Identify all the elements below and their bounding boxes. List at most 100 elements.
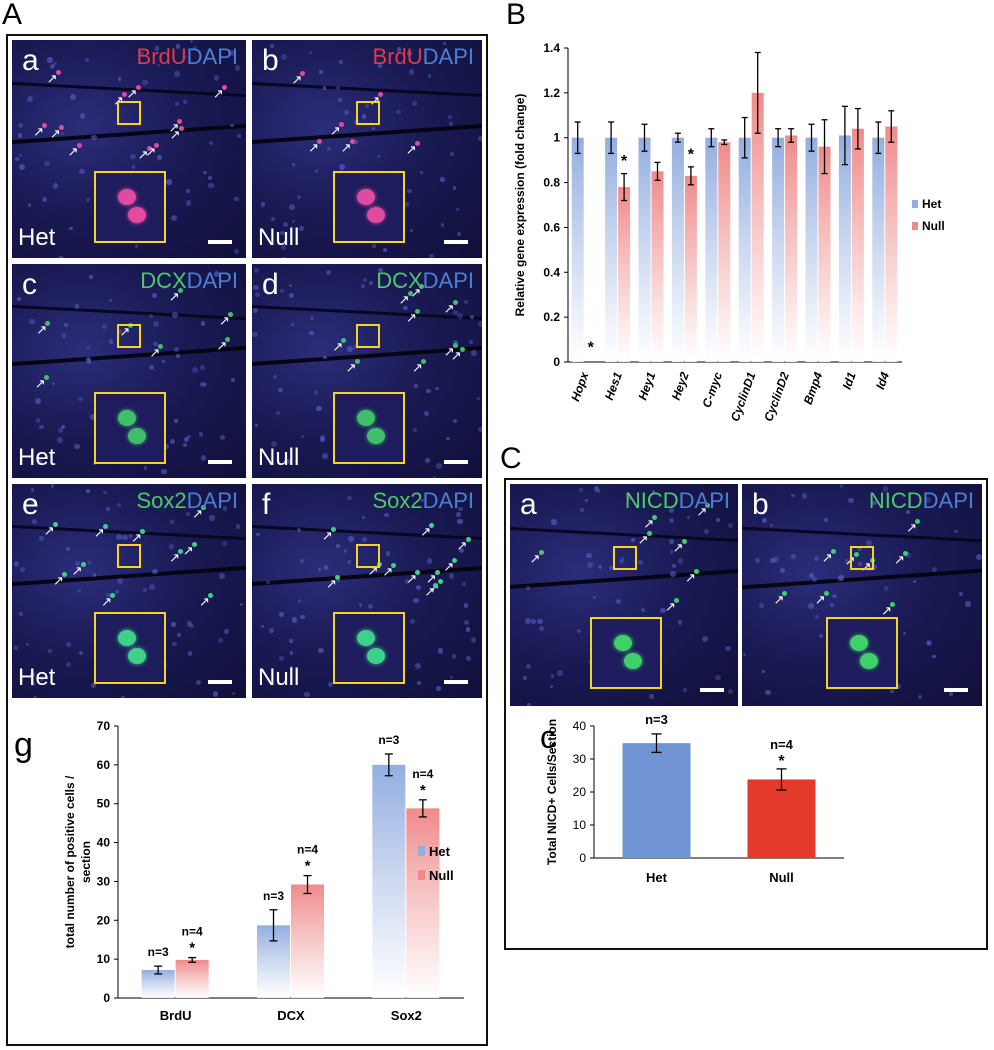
nucleus xyxy=(348,536,354,542)
micrograph-A-e: ↗ ↗ ↗ ↗ ↗ ↗ ↗ ↗ ↗ ↗ e Sox2DAPI Het xyxy=(12,484,246,698)
nucleus xyxy=(457,313,464,319)
nucleus xyxy=(289,284,293,288)
positive-cell xyxy=(452,299,458,305)
nucleus xyxy=(60,131,65,136)
positive-cell xyxy=(201,504,207,510)
stain-label: BrdUDAPI xyxy=(373,44,474,70)
nucleus xyxy=(117,503,122,507)
bar-het xyxy=(638,137,651,362)
nucleus xyxy=(314,390,319,395)
nucleus xyxy=(440,223,444,227)
micrograph-letter: c xyxy=(22,268,37,301)
scale-bar xyxy=(208,240,232,244)
nucleus xyxy=(130,154,136,160)
nucleus xyxy=(185,189,190,193)
nucleus xyxy=(161,359,165,363)
nucleus xyxy=(895,683,901,689)
nucleus xyxy=(527,703,531,706)
roi-box xyxy=(117,101,142,126)
nucleus xyxy=(651,490,656,494)
nucleus xyxy=(427,74,432,79)
nucleus xyxy=(437,648,444,654)
nucleus xyxy=(185,200,191,206)
positive-cell xyxy=(414,140,420,146)
nucleus xyxy=(285,458,291,464)
positive-cell xyxy=(429,523,435,529)
arrow-icon: ↗ xyxy=(216,338,228,354)
bar-null xyxy=(618,187,631,362)
nucleus xyxy=(539,626,545,632)
positive-cell xyxy=(102,524,108,530)
inset-cell xyxy=(366,206,385,223)
nucleus xyxy=(637,559,644,566)
nucleus xyxy=(619,559,625,565)
nucleus xyxy=(912,579,917,584)
nucleus xyxy=(222,506,228,512)
nucleus xyxy=(448,573,454,579)
nucleus xyxy=(865,540,872,546)
nucleus xyxy=(149,584,156,590)
nucleus xyxy=(458,506,464,512)
nucleus xyxy=(323,565,328,570)
nucleus xyxy=(832,593,837,598)
nucleus xyxy=(409,618,415,624)
nucleus xyxy=(423,410,430,417)
nucleus xyxy=(347,346,353,352)
stain-primary: DCX xyxy=(140,268,187,293)
scale-bar xyxy=(944,688,968,692)
nucleus xyxy=(85,345,90,350)
positive-cell xyxy=(782,590,788,596)
nucleus xyxy=(576,628,581,633)
nucleus xyxy=(103,490,107,495)
nucleus xyxy=(384,512,389,517)
nucleus xyxy=(407,188,412,194)
arrow-icon: ↗ xyxy=(219,313,230,329)
arrow-icon: ↗ xyxy=(145,143,157,159)
nucleus xyxy=(801,493,808,499)
arrow-icon: ↗ xyxy=(443,559,455,575)
nucleus xyxy=(224,629,229,634)
nucleus xyxy=(239,602,243,606)
roi-box xyxy=(355,543,380,568)
nucleus xyxy=(641,608,646,613)
bar-null xyxy=(751,92,764,362)
nucleus xyxy=(92,573,97,577)
stain-dapi: DAPI xyxy=(422,44,474,69)
micrograph-letter: b xyxy=(262,44,279,77)
nucleus xyxy=(58,256,65,258)
nucleus xyxy=(291,617,298,623)
nucleus xyxy=(27,203,31,207)
y-tick-label: 0 xyxy=(103,991,110,1005)
positive-cell xyxy=(391,563,397,569)
scale-bar xyxy=(208,680,232,684)
positive-cell xyxy=(110,593,116,599)
nucleus xyxy=(447,115,452,119)
micrograph-A-c: ↗ ↗ ↗ ↗ ↗ ↗ ↗ c DCXDAPI Het xyxy=(12,264,246,478)
stain-primary: BrdU xyxy=(372,44,423,69)
nucleus xyxy=(162,285,167,290)
stain-dapi: DAPI xyxy=(422,488,474,513)
nucleus xyxy=(958,591,963,596)
nucleus xyxy=(117,77,122,81)
nucleus xyxy=(134,244,139,248)
nucleus xyxy=(433,476,437,478)
nucleus xyxy=(477,135,482,142)
stain-primary: DCX xyxy=(376,268,423,293)
positive-cell xyxy=(433,583,439,588)
nucleus xyxy=(579,507,584,512)
positive-cell xyxy=(681,539,687,545)
bar-null xyxy=(885,126,898,362)
nucleus xyxy=(905,552,912,559)
nucleus xyxy=(299,226,305,232)
positive-cell xyxy=(915,519,921,525)
bar-het xyxy=(372,764,406,998)
nucleus xyxy=(465,627,471,632)
arrow-icon: ↗ xyxy=(112,93,124,109)
nucleus xyxy=(171,312,178,319)
nucleus xyxy=(65,547,70,552)
micrograph-letter: d xyxy=(262,268,279,301)
tissue-band xyxy=(252,122,482,145)
nucleus xyxy=(40,676,45,681)
positive-cell xyxy=(140,528,146,534)
nucleus xyxy=(253,284,260,291)
